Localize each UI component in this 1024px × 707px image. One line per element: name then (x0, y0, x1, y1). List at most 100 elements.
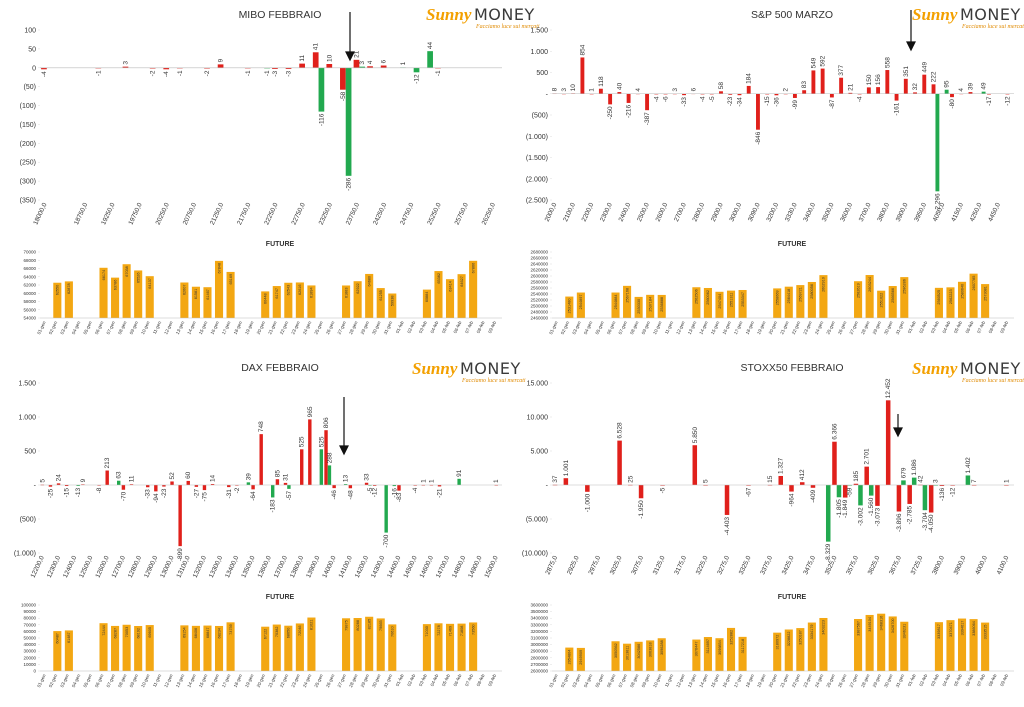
bar (326, 64, 333, 68)
data-label: 1 (400, 61, 407, 65)
data-label: 62607 (183, 284, 187, 295)
data-label: 61581 (194, 289, 198, 300)
bar (129, 484, 134, 485)
data-label: 69605 (148, 627, 152, 638)
bar (111, 277, 120, 318)
x-tick-label: 27-gen (849, 673, 860, 688)
data-label: 2580640 (960, 284, 964, 299)
x-tick-label: 29-gen (360, 320, 371, 335)
y-tick-label: (500) (532, 113, 548, 120)
data-label: 5 (703, 479, 710, 483)
x-tick-label: 05-gen (594, 673, 605, 688)
y-tick-label: 90000 (23, 609, 36, 614)
x-tick-label: 04-gen (583, 320, 594, 335)
bar (1005, 93, 1010, 95)
data-label: -15 (764, 96, 771, 106)
data-label: 59938 (391, 296, 395, 307)
x-tick-label: 04-feb (429, 673, 439, 687)
data-label: 7 (971, 479, 978, 483)
bar (832, 441, 837, 485)
x-tick-label: 10-gen (652, 320, 663, 335)
data-label: 2602910 (822, 277, 826, 292)
data-label: -2 (150, 70, 157, 76)
y-tick-label: 2680000 (530, 250, 548, 255)
logo: Sunny MONEY Facciamo luce sui mercati (426, 5, 540, 30)
data-label: -4 (700, 96, 707, 102)
data-label: 68192 (136, 628, 140, 639)
data-label: 71469 (448, 626, 452, 637)
data-label: -12 (372, 487, 379, 497)
bar (894, 93, 899, 101)
data-label: 377 (838, 64, 845, 75)
y-tick-label: 3100000 (530, 636, 548, 641)
bar (319, 449, 324, 485)
bar (226, 622, 235, 671)
data-label: -5 (367, 487, 374, 493)
bar (773, 632, 782, 671)
x-tick-label: 06-gen (94, 320, 105, 335)
y-tick-label: 100 (24, 28, 36, 35)
data-label: -8.329 (825, 543, 832, 562)
data-label: 42 (917, 475, 924, 483)
data-label: 3250187 (799, 630, 803, 645)
data-label: 61747 (275, 288, 279, 299)
data-label: 3370471 (949, 622, 953, 637)
bar (968, 92, 973, 94)
data-label: 6 (690, 87, 697, 91)
data-label: -16 (391, 488, 398, 498)
x-tick-label: 23-gen (290, 320, 301, 335)
data-label: 3117218 (741, 639, 745, 654)
data-label: 3333515 (983, 625, 987, 640)
bar (99, 623, 108, 671)
bar (811, 70, 816, 94)
bar (146, 485, 150, 488)
y-tick-label: (200) (20, 141, 36, 148)
subchart-title: FUTURE (778, 594, 807, 601)
x-tick-label: 22-gen (279, 320, 290, 335)
bar (682, 93, 686, 96)
data-label: 748 (258, 421, 265, 432)
bar (903, 78, 908, 94)
data-label: -13 (75, 488, 82, 498)
data-label: -4.050 (928, 514, 935, 533)
data-label: -1.560 (868, 497, 875, 516)
logo: Sunny MONEY Facciamo luce sui mercati (912, 359, 1024, 384)
x-tick-label: 28-gen (860, 673, 871, 688)
data-label: 3339817 (937, 624, 941, 639)
logo-tagline: Facciamo luce sui mercati (961, 378, 1024, 384)
data-label: -12 (1004, 96, 1011, 106)
x-tick-label: 31-gen (383, 320, 394, 335)
bar (145, 625, 154, 671)
bar (709, 93, 714, 95)
bar (820, 68, 825, 94)
data-label: -67 (746, 487, 753, 497)
x-tick-label: 04-gen (583, 673, 594, 688)
data-label: 3 (122, 61, 129, 65)
data-label: 2531480 (568, 299, 572, 314)
bar (271, 485, 275, 498)
bar (380, 65, 387, 68)
chart-title: MIBO FEBBRAIO (239, 9, 322, 21)
bar (64, 630, 73, 671)
x-tick-label: 05-feb (953, 673, 963, 687)
bar (214, 260, 224, 318)
x-tick-label: 07-feb (976, 673, 986, 687)
x-tick-label: 15-gen (710, 320, 721, 335)
bar (251, 485, 255, 490)
x-tick-label: 27-gen (849, 320, 860, 335)
bar (825, 485, 831, 542)
x-tick-label: 16-gen (209, 320, 220, 335)
subchart-title: FUTURE (778, 241, 807, 248)
data-label: 61467 (206, 289, 210, 300)
data-label: -64 (250, 491, 257, 501)
x-tick-label: 16-gen (721, 320, 732, 335)
bar (353, 618, 362, 671)
bar (738, 636, 747, 671)
bar (422, 289, 431, 318)
bar (819, 275, 828, 318)
y-tick-label: (250) (20, 160, 36, 167)
x-tick-label: 24-gen (814, 320, 825, 335)
x-tick-label: 06-gen (94, 673, 105, 688)
bar (765, 93, 770, 95)
bar (907, 485, 912, 504)
